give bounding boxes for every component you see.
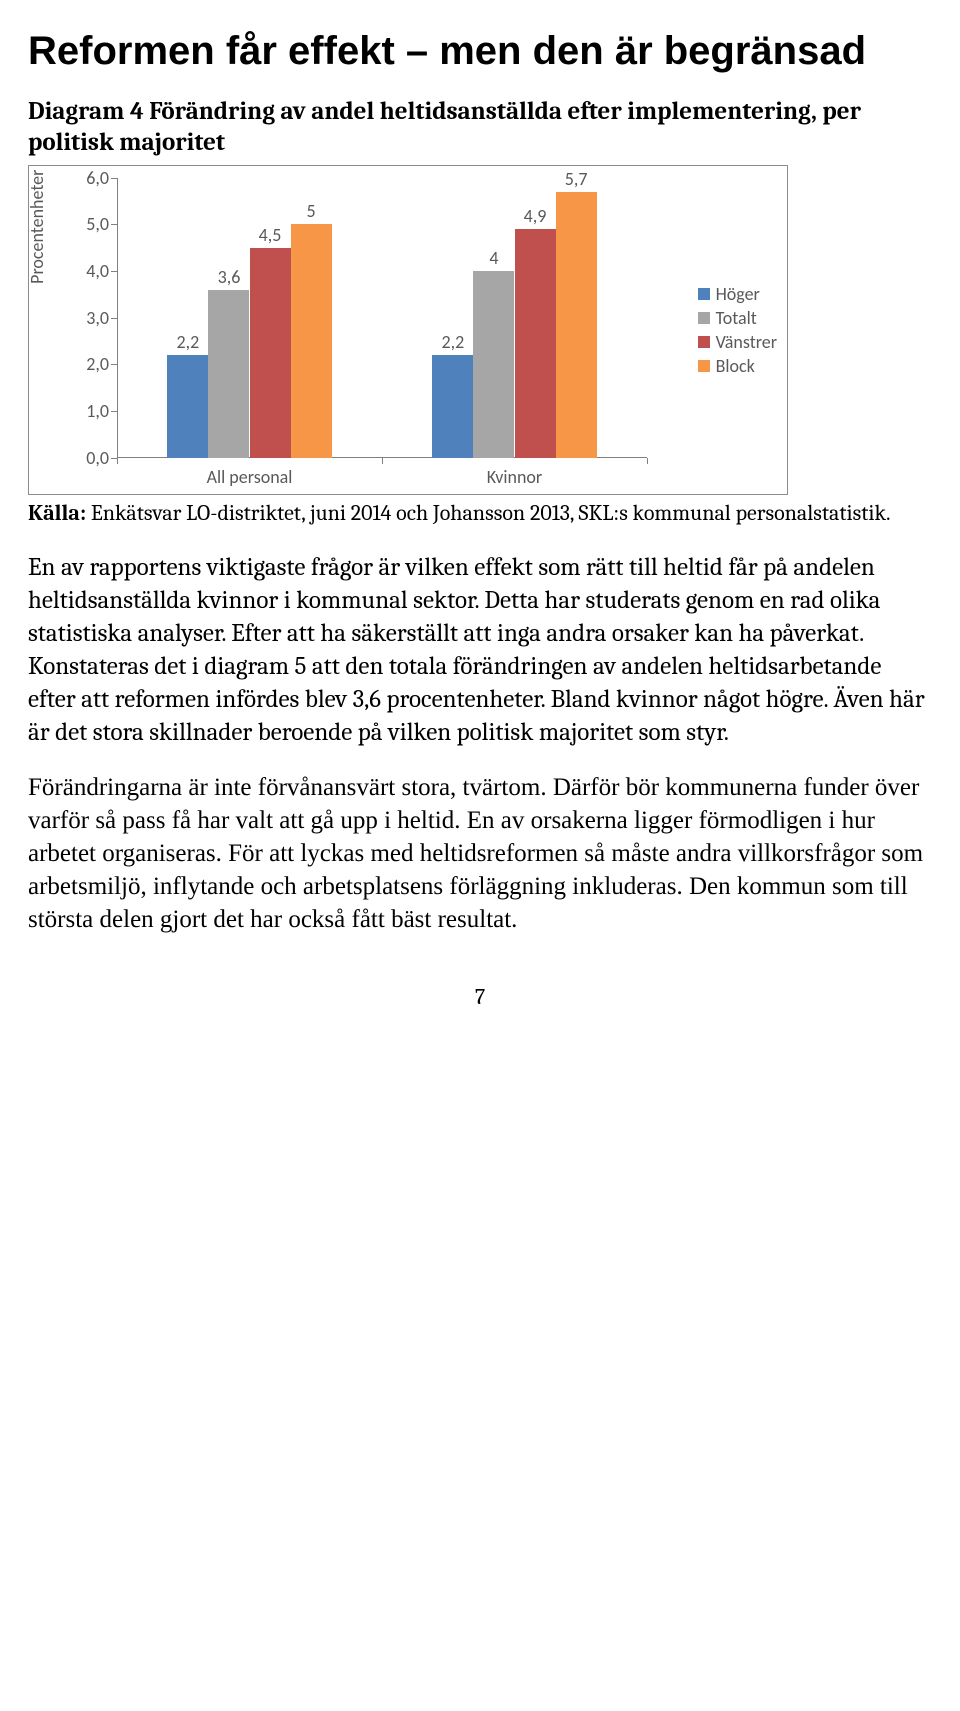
y-tick-label: 5,0: [69, 213, 109, 235]
y-tick-mark: [111, 271, 117, 272]
source-line: Källa: Enkätsvar LO-distriktet, juni 201…: [28, 499, 932, 528]
legend-label: Vänstrer: [716, 331, 777, 353]
plot-area: 0,01,02,03,04,05,06,0All personal2,23,64…: [117, 178, 647, 458]
x-category-label: All personal: [207, 466, 293, 488]
body-paragraph-1: En av rapportens viktigaste frågor är vi…: [28, 551, 932, 749]
bar: 4,9: [515, 229, 556, 458]
bar: 5,7: [556, 192, 597, 458]
legend-label: Höger: [716, 283, 760, 305]
y-tick-label: 4,0: [69, 260, 109, 282]
y-tick-mark: [111, 178, 117, 179]
y-axis-label: Procentenheter: [26, 169, 48, 283]
page-title: Reformen får effekt – men den är begräns…: [28, 28, 932, 74]
para2-lead: Förändringarna är inte förvånansvärt sto…: [28, 774, 540, 801]
legend-swatch: [698, 312, 710, 324]
bar-value-label: 5,7: [556, 168, 597, 190]
y-tick-mark: [111, 411, 117, 412]
legend-item: Vänstrer: [698, 331, 777, 353]
legend-item: Block: [698, 355, 777, 377]
y-tick-label: 0,0: [69, 447, 109, 469]
legend-label: Totalt: [716, 307, 757, 329]
bar-value-label: 2,2: [167, 331, 208, 353]
y-tick-mark: [111, 318, 117, 319]
x-tick-mark: [647, 458, 648, 464]
bar-value-label: 3,6: [208, 266, 249, 288]
legend-swatch: [698, 360, 710, 372]
source-label: Källa:: [28, 500, 86, 526]
bar: 3,6: [208, 290, 249, 458]
source-text: Enkätsvar LO-distriktet, juni 2014 och J…: [86, 500, 891, 526]
bar: 4: [473, 271, 514, 458]
legend: HögerTotaltVänstrerBlock: [698, 281, 777, 379]
y-axis-line: [117, 178, 118, 458]
y-tick-label: 1,0: [69, 400, 109, 422]
x-tick-mark: [382, 458, 383, 464]
bar-value-label: 4,5: [250, 224, 291, 246]
legend-swatch: [698, 288, 710, 300]
y-tick-mark: [111, 364, 117, 365]
body-paragraph-2: Förändringarna är inte förvånansvärt sto…: [28, 771, 932, 936]
bar: 5: [291, 224, 332, 457]
bar: 4,5: [250, 248, 291, 458]
bar-chart: Procentenheter 0,0 1,0 2,0 3,0 4,0 5,0 6,0 All …: [28, 165, 788, 495]
page-number: 7: [28, 984, 932, 1010]
bar-value-label: 4: [473, 247, 514, 269]
legend-label: Block: [716, 355, 755, 377]
legend-item: Höger: [698, 283, 777, 305]
x-category-label: Kvinnor: [487, 466, 542, 488]
bar-value-label: 4,9: [515, 205, 556, 227]
legend-swatch: [698, 336, 710, 348]
x-tick-mark: [117, 458, 118, 464]
y-tick-label: 2,0: [69, 353, 109, 375]
y-tick-label: 6,0: [69, 167, 109, 189]
y-tick-mark: [111, 224, 117, 225]
chart-caption: Diagram 4 Förändring av andel heltidsans…: [28, 96, 932, 159]
bar-value-label: 2,2: [432, 331, 473, 353]
bar: 2,2: [432, 355, 473, 458]
y-tick-label: 3,0: [69, 307, 109, 329]
legend-item: Totalt: [698, 307, 777, 329]
bar: 2,2: [167, 355, 208, 458]
bar-value-label: 5: [291, 200, 332, 222]
